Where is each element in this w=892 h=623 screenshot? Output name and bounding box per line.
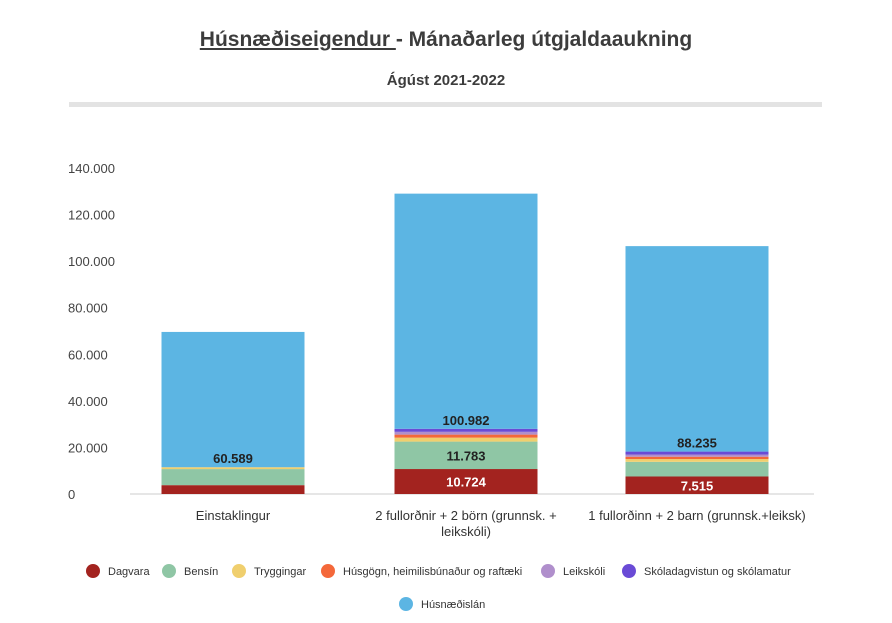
x-tick-label: 2 fullorðnir + 2 börn (grunnsk. + (375, 508, 556, 523)
legend-marker (622, 564, 636, 578)
data-label: 60.589 (213, 451, 253, 466)
y-tick-label: 40.000 (68, 394, 108, 409)
chart-title: Húsnæðiseigendur - Mánaðarleg útgjaldaau… (0, 28, 892, 52)
bar-segment (161, 467, 305, 470)
legend-marker (541, 564, 555, 578)
title-divider (69, 102, 822, 107)
y-tick-label: 60.000 (68, 347, 108, 362)
x-tick-label: 1 fullorðinn + 2 barn (grunnsk.+leiksk) (588, 508, 806, 523)
x-tick-label: Einstaklingur (196, 508, 271, 523)
bar-segment (394, 434, 538, 438)
bar-segment (161, 331, 305, 468)
y-tick-label: 120.000 (68, 208, 115, 223)
chart-title-underlined: Húsnæðiseigendur (199, 28, 396, 51)
data-label: 100.982 (443, 413, 490, 428)
data-label: 7.515 (681, 478, 714, 493)
bar-segment (394, 428, 538, 432)
legend-marker (162, 564, 176, 578)
legend-label: Húsgögn, heimilisbúnaður og raftæki (343, 566, 522, 578)
bar-segment (161, 485, 305, 494)
legend-label: Dagvara (108, 566, 150, 578)
legend-marker (399, 597, 413, 611)
x-tick-label: leikskóli) (441, 524, 491, 539)
y-tick-label: 20.000 (68, 440, 108, 455)
legend-label: Tryggingar (254, 566, 307, 578)
bar-segment (625, 476, 769, 494)
data-label: 11.783 (446, 448, 485, 463)
data-label: 10.724 (446, 475, 487, 490)
y-tick-label: 140.000 (68, 161, 115, 176)
bar-segment (394, 469, 538, 494)
bar-segment (625, 454, 769, 457)
data-label: 88.235 (677, 436, 717, 451)
legend-label: Bensín (184, 566, 218, 578)
bar-segment (394, 431, 538, 435)
bar-segment (625, 456, 769, 460)
bar-segment (161, 469, 305, 486)
legend-marker (86, 564, 100, 578)
legend-marker (232, 564, 246, 578)
legend-label: Leikskóli (563, 566, 605, 578)
bar-segment (394, 193, 538, 429)
legend-label: Húsnæðislán (421, 599, 485, 611)
legend-label: Skóladagvistun og skólamatur (644, 566, 791, 578)
bar-segment (625, 451, 769, 455)
y-tick-label: 80.000 (68, 301, 108, 316)
y-tick-label: 0 (68, 487, 75, 502)
legend-marker (321, 564, 335, 578)
chart-title-rest: - Mánaðarleg útgjaldaaukning (395, 28, 693, 51)
bar-segment (625, 246, 769, 452)
chart-subtitle: Ágúst 2021-2022 (386, 72, 506, 89)
bar-segment (394, 441, 538, 470)
bar-segment (625, 461, 769, 477)
bar-segment (394, 437, 538, 442)
y-tick-label: 100.000 (68, 254, 115, 269)
bar-segment (625, 459, 769, 462)
